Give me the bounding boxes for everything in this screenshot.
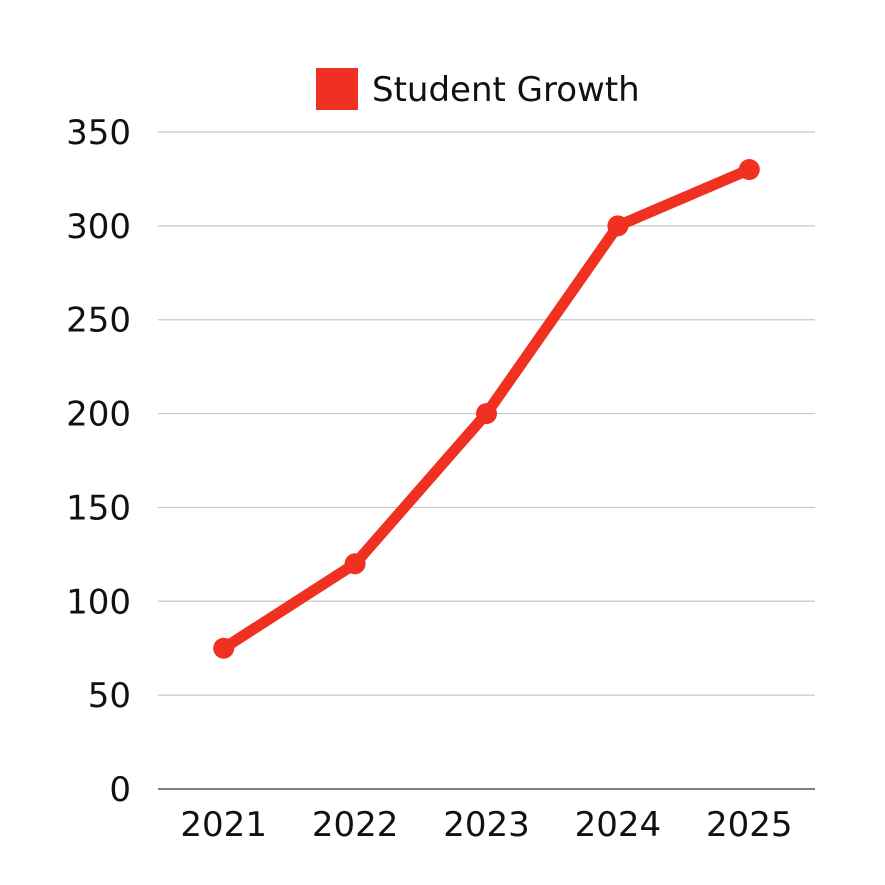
x-axis-tick-label: 2022: [312, 805, 399, 845]
data-point: [738, 159, 760, 181]
y-axis-tick-label: 100: [66, 582, 131, 622]
x-axis-tick-label: 2024: [575, 805, 662, 845]
data-point: [476, 403, 497, 425]
series-student-growth: [213, 159, 760, 659]
y-axis-tick-label: 250: [66, 301, 131, 341]
x-axis-tick-label: 2023: [443, 805, 530, 845]
y-axis-tick-label: 200: [66, 395, 131, 435]
legend: Student Growth: [316, 68, 640, 110]
y-axis-tick-labels: 0 50 100 150 200 250 300 350: [66, 113, 131, 810]
x-axis-tick-label: 2021: [180, 805, 267, 845]
x-axis-tick-labels: 2021 2022 2023 2024 2025: [180, 805, 792, 845]
x-axis-tick-label: 2025: [706, 805, 793, 845]
legend-swatch: [316, 68, 358, 110]
y-axis-tick-label: 50: [88, 676, 131, 716]
data-point: [213, 637, 235, 659]
y-axis-tick-label: 150: [66, 488, 131, 528]
y-axis-tick-label: 350: [66, 113, 131, 153]
y-axis-tick-label: 300: [66, 207, 131, 247]
y-axis-tick-label: 0: [109, 770, 131, 810]
data-point: [607, 215, 629, 237]
gridlines: [158, 131, 815, 790]
legend-label: Student Growth: [372, 70, 640, 110]
data-point: [344, 553, 366, 575]
